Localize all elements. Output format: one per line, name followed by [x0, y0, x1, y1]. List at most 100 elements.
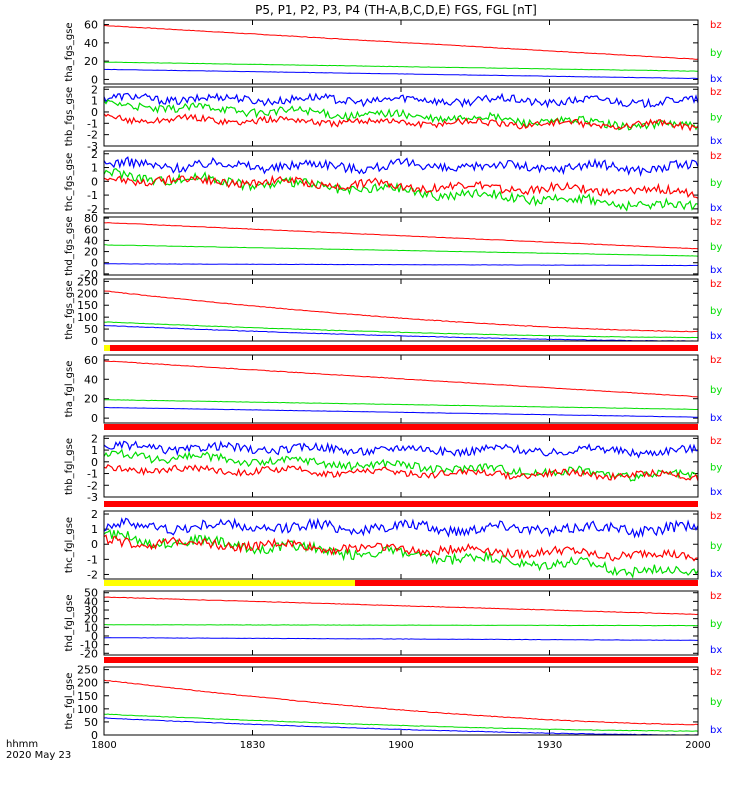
- y-tick-label: 40: [84, 37, 98, 50]
- y-tick-label: 100: [77, 703, 98, 716]
- legend-by: by: [710, 463, 722, 474]
- y-axis-label: the_fgl_gse: [64, 673, 75, 730]
- y-tick-label: 150: [77, 299, 98, 312]
- legend-bz: bz: [710, 151, 722, 162]
- y-tick-label: 0: [91, 106, 98, 119]
- quality-flag-bar: [104, 657, 698, 663]
- y-tick-label: 60: [84, 354, 98, 367]
- quality-flag-bar: [104, 580, 355, 586]
- series-line-by: [103, 61, 698, 72]
- y-tick-label: 0: [91, 412, 98, 425]
- y-tick-label: 1: [91, 162, 98, 175]
- time-axis-date-label: 2020 May 23: [6, 750, 71, 761]
- y-tick-label: 0: [91, 73, 98, 86]
- y-tick-label: 2: [91, 508, 98, 521]
- legend-by: by: [710, 242, 722, 253]
- series-line-by: [103, 713, 699, 732]
- series-line-by: [103, 168, 699, 212]
- legend-bx: bx: [710, 569, 722, 580]
- y-tick-label: 40: [84, 373, 98, 386]
- y-axis-label: thd_fgs_gse: [64, 216, 75, 275]
- legend-by: by: [710, 178, 722, 189]
- x-tick-label: 1930: [537, 740, 562, 751]
- series-line-bx: [104, 263, 699, 267]
- legend-by: by: [710, 48, 722, 59]
- legend-by: by: [710, 385, 722, 396]
- y-tick-label: 20: [84, 613, 98, 626]
- series-line-bz: [103, 596, 699, 616]
- series-line-bz: [103, 174, 699, 199]
- legend-bz: bz: [710, 87, 722, 98]
- series-line-bz: [103, 360, 699, 398]
- legend-by: by: [710, 541, 722, 552]
- y-tick-label: 60: [84, 223, 98, 236]
- y-axis-label: the_fgs_gse: [64, 280, 75, 339]
- legend-bx: bx: [710, 136, 722, 147]
- panel-frame: [103, 86, 699, 147]
- x-tick-label: 1830: [240, 740, 265, 751]
- legend-by: by: [710, 306, 722, 317]
- y-tick-label: 100: [77, 311, 98, 324]
- quality-flag-bar: [104, 345, 110, 351]
- legend-bx: bx: [710, 331, 722, 342]
- legend-bz: bz: [710, 355, 722, 366]
- series-line-by: [103, 321, 699, 339]
- series-line-by: [104, 244, 699, 257]
- series-line-bz: [103, 222, 699, 250]
- y-tick-label: 0: [91, 257, 98, 270]
- y-tick-label: -2: [87, 479, 98, 492]
- y-tick-label: -1: [87, 117, 98, 130]
- series-line-bz: [103, 463, 699, 481]
- panel-frame: [103, 510, 699, 580]
- panel-frame: [103, 435, 699, 498]
- y-tick-label: 10: [84, 621, 98, 634]
- y-axis-label: tha_fgs_gse: [64, 22, 75, 81]
- y-tick-label: 60: [84, 19, 98, 32]
- series-line-bx: [103, 637, 698, 641]
- y-tick-label: 0: [91, 456, 98, 469]
- panel-frame: [103, 354, 699, 424]
- y-tick-label: -1: [87, 189, 98, 202]
- panel-thb_fgl_gse: 210-1-2-3 thb_fgl_gse bz by bx: [64, 432, 722, 504]
- y-tick-label: -20: [80, 647, 98, 660]
- x-tick-label: 1900: [388, 740, 413, 751]
- panel-frame: [103, 278, 699, 342]
- y-tick-label: 40: [84, 595, 98, 608]
- panel-frame: [103, 19, 699, 85]
- series-line-bx: [103, 156, 699, 178]
- x-tick-label: 1800: [91, 740, 116, 751]
- y-tick-label: 0: [91, 630, 98, 643]
- y-tick-label: -1: [87, 468, 98, 481]
- y-axis-label: thd_fgl_gse: [64, 595, 75, 652]
- y-tick-label: 0: [91, 335, 98, 348]
- panel-thc_fgs_gse: 210-1-2 thc_fgs_gse bz by bx: [64, 148, 722, 216]
- y-tick-label: 20: [84, 246, 98, 259]
- panel-tha_fgl_gse: 60 40 20 0 tha_fgl_gse bz by bx: [64, 354, 722, 425]
- series-line-bz: [103, 290, 699, 333]
- legend-bx: bx: [710, 487, 722, 498]
- legend-bz: bz: [710, 436, 722, 447]
- y-tick-label: 80: [84, 212, 98, 225]
- series-line-bx: [103, 68, 699, 80]
- x-tick-label: 2000: [685, 740, 710, 751]
- series-line-bz: [103, 679, 699, 726]
- legend-bz: bz: [710, 591, 722, 602]
- legend-bz: bz: [710, 667, 722, 678]
- y-tick-label: 50: [84, 323, 98, 336]
- legend-bz: bz: [710, 279, 722, 290]
- y-tick-label: -3: [87, 491, 98, 504]
- legend-bx: bx: [710, 413, 722, 424]
- y-tick-label: -1: [87, 553, 98, 566]
- legend-bx: bx: [710, 74, 722, 85]
- legend-bz: bz: [710, 217, 722, 228]
- series-line-bz: [103, 25, 699, 60]
- series-line-bx: [103, 406, 698, 418]
- legend-bx: bx: [710, 645, 722, 656]
- y-axis-label: thb_fgl_gse: [64, 438, 75, 495]
- y-tick-label: 200: [77, 287, 98, 300]
- y-tick-label: 200: [77, 677, 98, 690]
- y-tick-label: 30: [84, 604, 98, 617]
